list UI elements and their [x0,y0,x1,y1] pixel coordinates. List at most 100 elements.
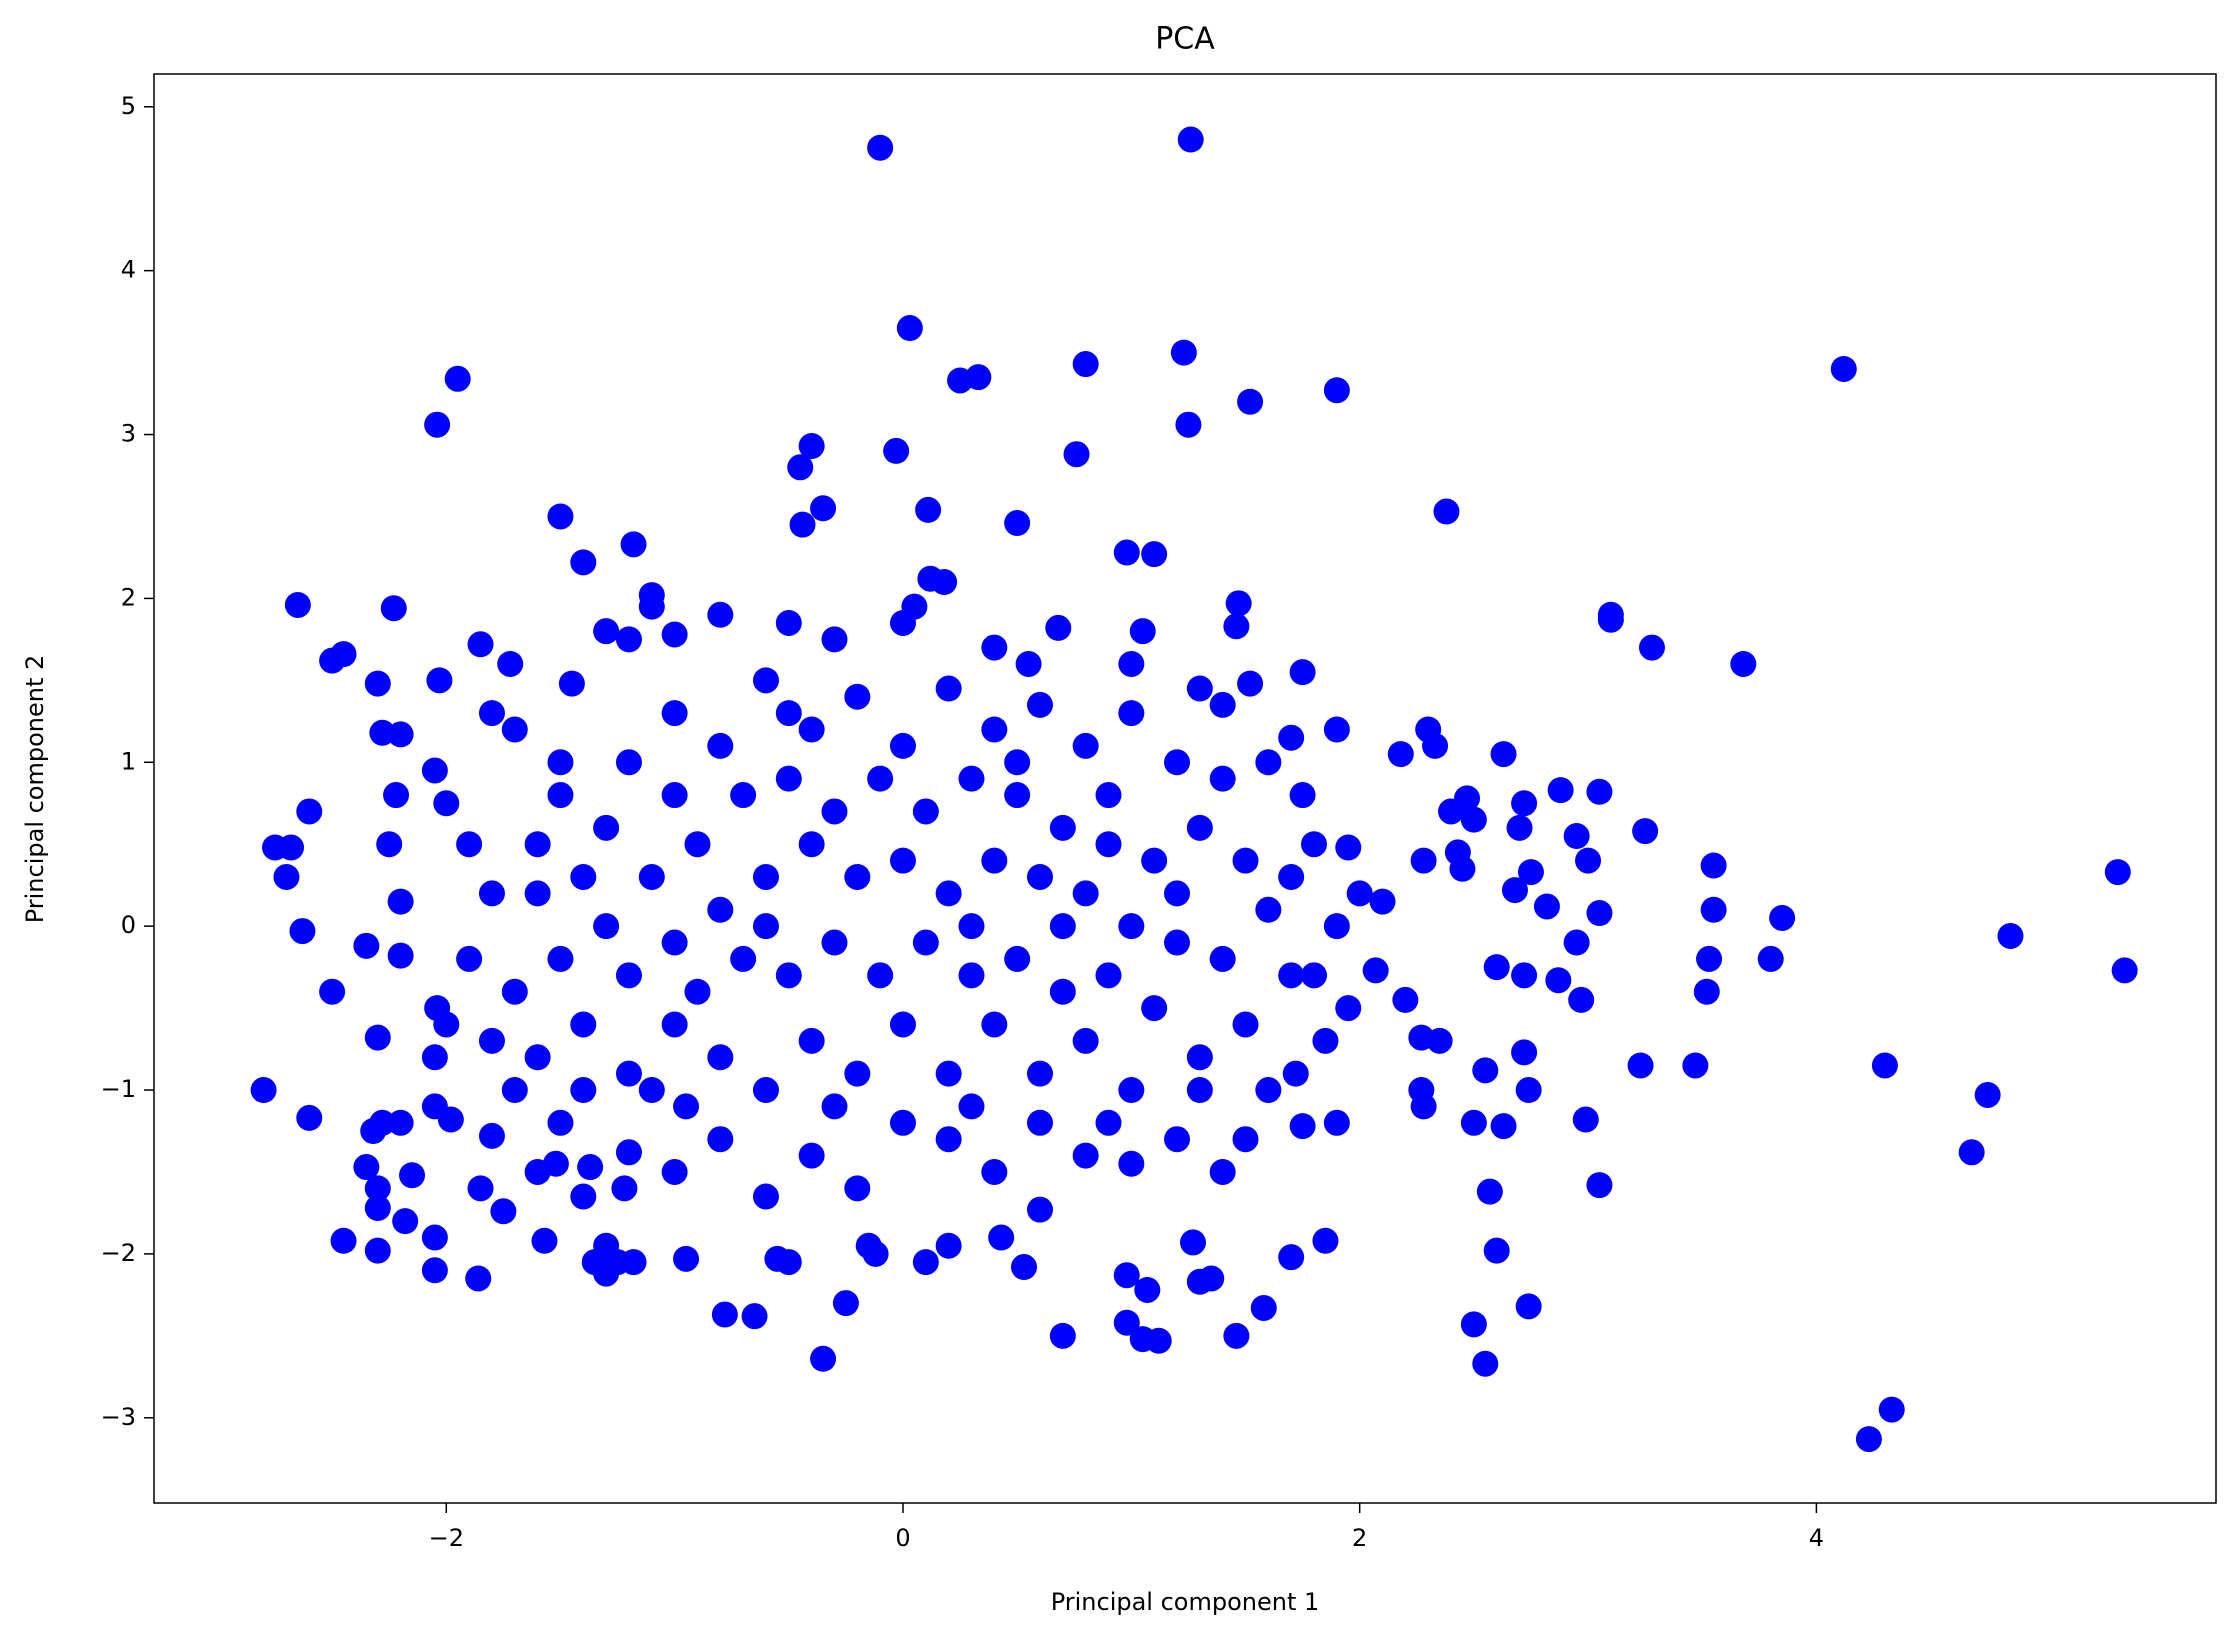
point [1700,896,1727,923]
point [1170,339,1197,366]
point [661,929,688,956]
point [889,1109,916,1136]
point [1209,765,1236,792]
point [1312,1227,1339,1254]
point [867,765,894,792]
point [542,1150,569,1177]
point [981,1158,1008,1185]
point [615,626,642,653]
point [278,834,305,861]
point [1278,1244,1305,1271]
point [752,1183,779,1210]
point [1049,913,1076,940]
point [1026,863,1053,890]
point [615,1139,642,1166]
point [935,675,962,702]
point [988,1224,1015,1251]
point [1186,814,1213,841]
point [1769,904,1796,931]
point [673,1245,700,1272]
point [353,1154,380,1181]
point [558,670,585,697]
point [421,1224,448,1251]
point [1515,1293,1542,1320]
x-tick-label: 4 [1809,1524,1824,1552]
point [1572,1106,1599,1133]
point [399,1162,426,1189]
point [1501,877,1528,904]
point [273,863,300,890]
point [867,962,894,989]
y-tick-label: 4 [121,256,136,284]
point [752,667,779,694]
point [912,798,939,825]
point [1830,355,1857,382]
point [392,1208,419,1235]
point [638,1077,665,1104]
point [1223,1322,1250,1349]
point [661,1011,688,1038]
point [444,365,471,392]
point [547,1109,574,1136]
point [798,1027,825,1054]
point [1045,614,1072,641]
point [1460,1109,1487,1136]
point [965,364,992,391]
point [1004,510,1031,537]
point [1335,995,1362,1022]
point [775,700,802,727]
y-tick-label: 0 [121,911,136,939]
y-tick-label: 1 [121,747,136,775]
point [1209,945,1236,972]
point [1700,852,1727,879]
point [1855,1426,1882,1453]
point [661,782,688,809]
point [1237,670,1264,697]
point [1410,847,1437,874]
point [421,757,448,784]
point [1422,732,1449,759]
point [296,798,323,825]
point [889,1011,916,1038]
point [1129,1326,1156,1353]
point [1141,541,1168,568]
point [1563,823,1590,850]
point [1278,863,1305,890]
point [1118,1150,1145,1177]
point [1871,1052,1898,1079]
point [1387,741,1414,768]
point [810,495,837,522]
point [570,863,597,890]
point [1301,962,1328,989]
point [1141,995,1168,1022]
point [547,749,574,776]
point [1282,1060,1309,1087]
point [1186,675,1213,702]
point [319,978,346,1005]
y-tick-label: −1 [101,1075,136,1103]
point [1209,1158,1236,1185]
point [426,667,453,694]
y-tick-label: −3 [101,1403,136,1431]
point [1449,855,1476,882]
point [1958,1139,1985,1166]
point [787,454,814,481]
point [1026,1109,1053,1136]
point [1632,818,1659,845]
point [1175,411,1202,438]
point [1511,790,1538,817]
point [284,591,311,618]
point [364,1175,391,1202]
point [1323,1109,1350,1136]
point [1426,1027,1453,1054]
point [1049,814,1076,841]
point [1511,962,1538,989]
point [1369,888,1396,915]
point [1323,913,1350,940]
point [497,650,524,677]
point [1506,814,1533,841]
point [638,863,665,890]
point [1597,606,1624,633]
point [1072,1142,1099,1169]
